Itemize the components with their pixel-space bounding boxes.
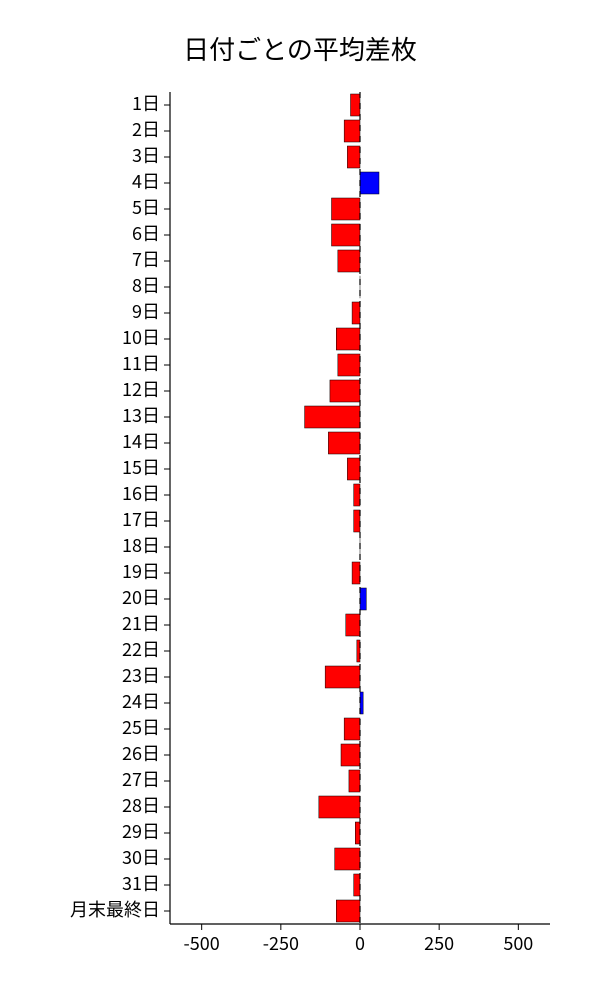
y-tick-label: 29日 (122, 818, 160, 844)
bar (355, 822, 360, 844)
bar (332, 198, 361, 220)
x-tick-label: -250 (263, 930, 299, 956)
y-tick-label: 13日 (122, 402, 160, 428)
y-tick-label: 3日 (132, 142, 160, 168)
bar (336, 900, 360, 922)
bar (330, 380, 360, 402)
y-tick-label: 27日 (122, 766, 160, 792)
bar (305, 406, 360, 428)
bar-chart: 1日2日3日4日5日6日7日8日9日10日11日12日13日14日15日16日1… (0, 80, 600, 980)
bar (347, 146, 360, 168)
y-tick-label: 4日 (132, 168, 160, 194)
bar (346, 614, 360, 636)
y-tick-label: 19日 (122, 558, 160, 584)
chart-title: 日付ごとの平均差枚 (0, 30, 600, 67)
bar (338, 250, 360, 272)
bar (344, 718, 360, 740)
bar (328, 432, 360, 454)
bar (352, 562, 360, 584)
bar (341, 744, 360, 766)
bar (360, 172, 379, 194)
bar (354, 510, 360, 532)
y-tick-label: 月末最終日 (70, 896, 160, 922)
y-tick-label: 11日 (122, 350, 160, 376)
bar (325, 666, 360, 688)
bar (354, 484, 360, 506)
y-tick-label: 25日 (122, 714, 160, 740)
y-tick-label: 6日 (132, 220, 160, 246)
y-tick-label: 26日 (122, 740, 160, 766)
bar (338, 354, 360, 376)
y-tick-label: 9日 (132, 298, 160, 324)
bar (347, 458, 360, 480)
y-tick-label: 28日 (122, 792, 160, 818)
bar (344, 120, 360, 142)
y-tick-label: 10日 (122, 324, 160, 350)
bar (335, 848, 360, 870)
bar (336, 328, 360, 350)
y-tick-label: 22日 (122, 636, 160, 662)
bar (354, 874, 360, 896)
x-tick-label: 250 (424, 930, 454, 956)
y-tick-label: 24日 (122, 688, 160, 714)
y-tick-label: 20日 (122, 584, 160, 610)
y-tick-label: 7日 (132, 246, 160, 272)
y-tick-label: 8日 (132, 272, 160, 298)
y-tick-label: 14日 (122, 428, 160, 454)
y-tick-label: 21日 (122, 610, 160, 636)
y-tick-label: 18日 (122, 532, 160, 558)
bar (319, 796, 360, 818)
bar (352, 302, 360, 324)
y-tick-label: 1日 (132, 90, 160, 116)
y-tick-label: 30日 (122, 844, 160, 870)
x-tick-label: 0 (355, 930, 365, 956)
bar (351, 94, 361, 116)
bar (349, 770, 360, 792)
y-tick-label: 23日 (122, 662, 160, 688)
y-tick-label: 2日 (132, 116, 160, 142)
y-tick-label: 12日 (122, 376, 160, 402)
bar (332, 224, 361, 246)
y-tick-label: 15日 (122, 454, 160, 480)
y-tick-label: 16日 (122, 480, 160, 506)
x-tick-label: -500 (184, 930, 220, 956)
y-tick-label: 17日 (122, 506, 160, 532)
bar (360, 588, 366, 610)
y-tick-label: 5日 (132, 194, 160, 220)
x-tick-label: 500 (503, 930, 533, 956)
y-tick-label: 31日 (122, 870, 160, 896)
